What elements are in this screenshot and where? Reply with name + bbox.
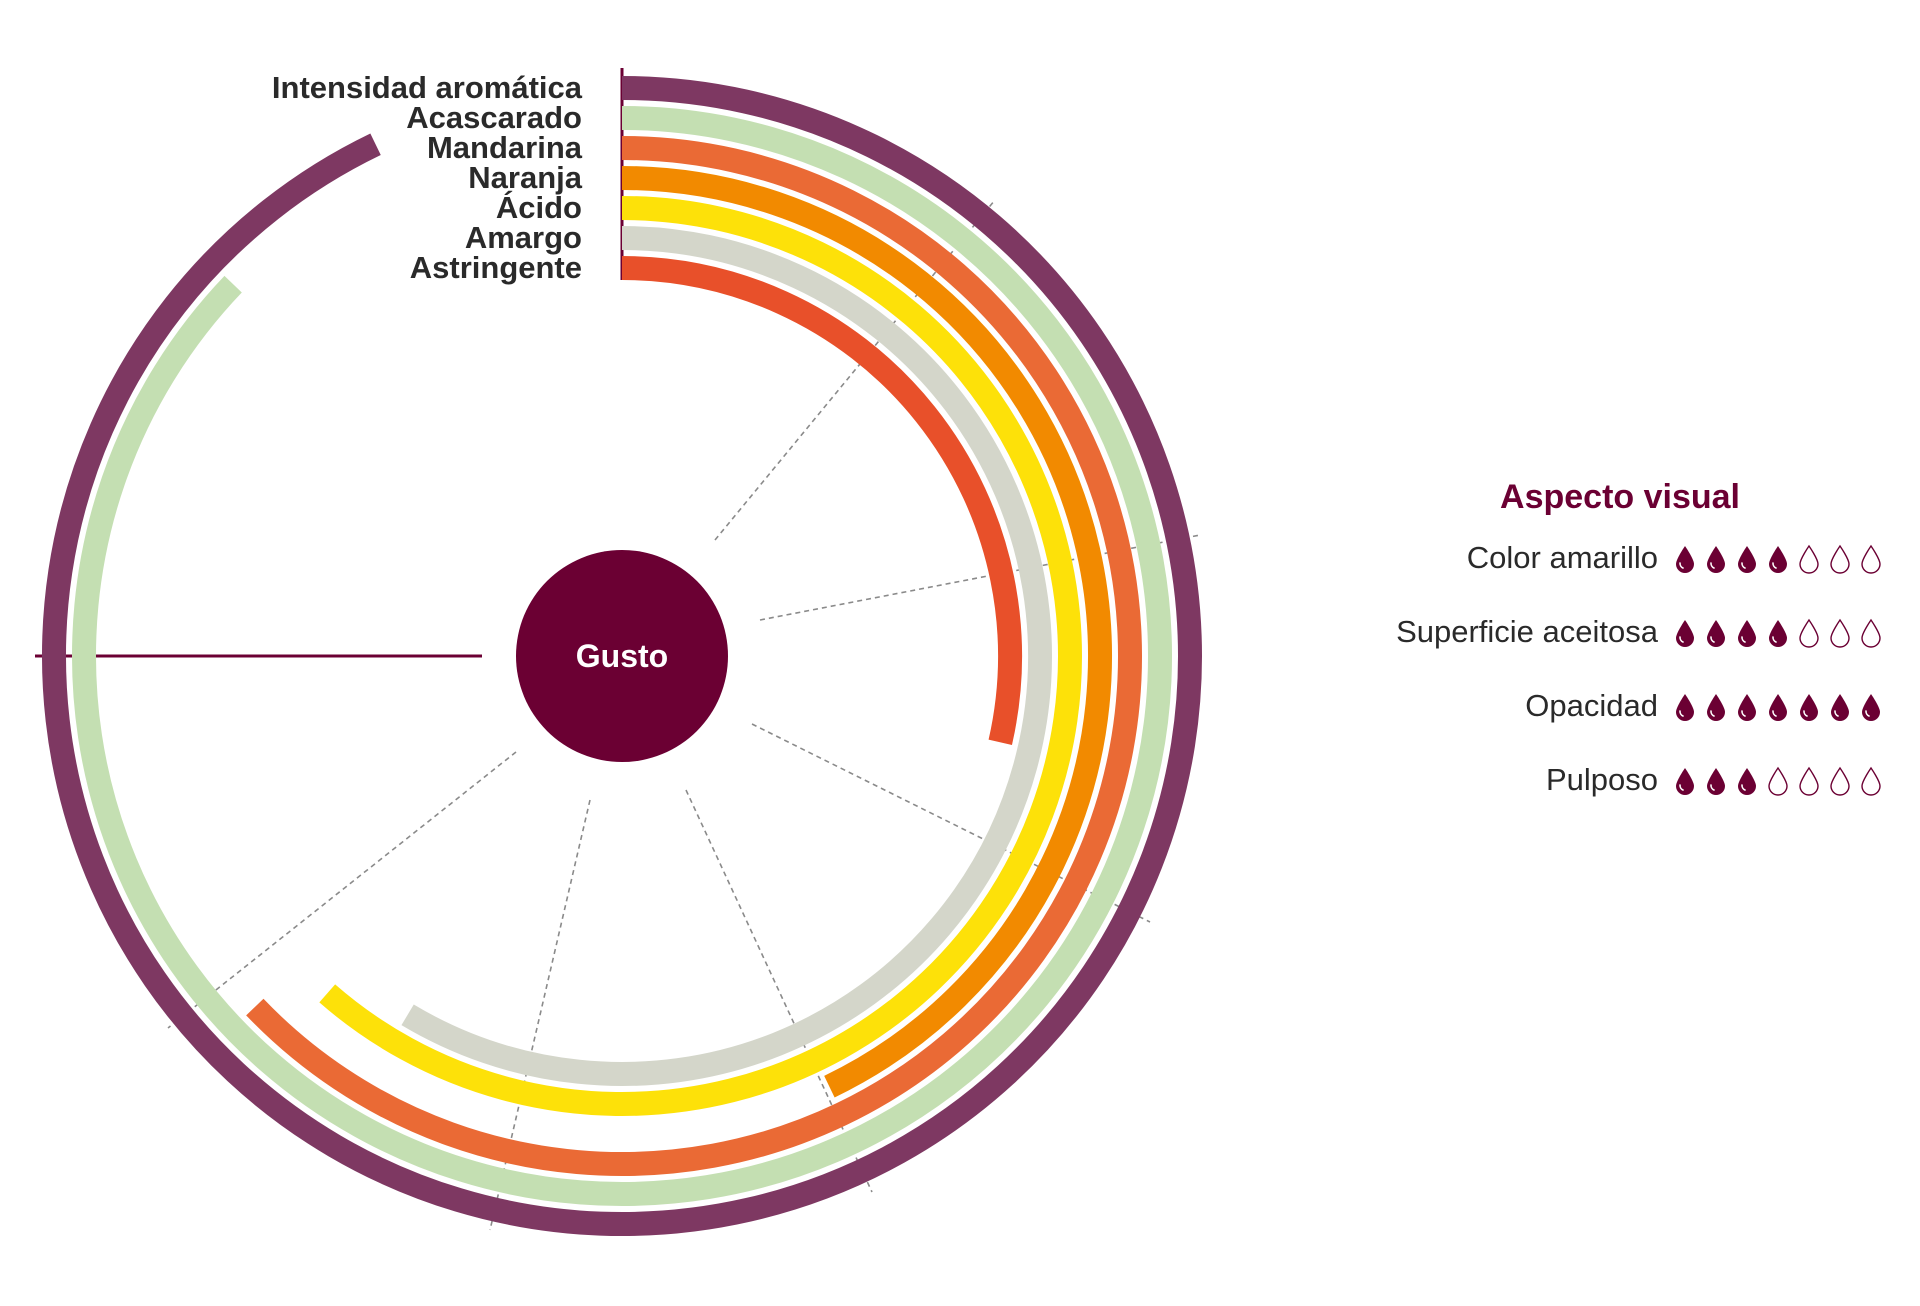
- category-label: Amargo: [464, 220, 582, 255]
- drop-filled-icon: [1676, 546, 1694, 573]
- drop-filled-icon: [1707, 694, 1725, 721]
- center-label: Gusto: [576, 638, 668, 674]
- drop-filled-icon: [1676, 694, 1694, 721]
- aspecto-visual-item: Superficie aceitosa: [1280, 612, 1881, 652]
- dashed-guide-line: [489, 799, 591, 1231]
- drop-empty-icon: [1861, 766, 1881, 796]
- arc-2: [72, 106, 1173, 1206]
- drop-filled-icon: [1769, 694, 1787, 721]
- drop-empty-icon: [1799, 766, 1819, 796]
- category-label: Intensidad aromática: [271, 70, 582, 105]
- drop-empty-icon: [1830, 766, 1850, 796]
- center-circle: [516, 550, 728, 762]
- arc-6: [401, 226, 1052, 1086]
- drop-empty-icon: [1861, 544, 1881, 574]
- category-label: Mandarina: [426, 130, 582, 165]
- category-label: Astringente: [409, 250, 582, 285]
- drop-rating: [1674, 544, 1881, 574]
- drop-empty-icon: [1861, 618, 1881, 648]
- category-label: Naranja: [468, 160, 582, 195]
- aspecto-visual-label: Superficie aceitosa: [1396, 614, 1658, 649]
- drop-filled-icon: [1800, 694, 1818, 721]
- drop-filled-icon: [1707, 546, 1725, 573]
- drop-filled-icon: [1738, 546, 1756, 573]
- dashed-guide-line: [167, 751, 517, 1029]
- drop-empty-icon: [1830, 618, 1850, 648]
- drop-filled-icon: [1676, 620, 1694, 647]
- drop-filled-icon: [1707, 768, 1725, 795]
- aspecto-visual-title: Aspecto visual: [1500, 478, 1740, 516]
- aspecto-visual-item: Pulposo: [1280, 760, 1881, 800]
- category-label: Acascarado: [406, 100, 582, 135]
- aspecto-visual-item: Opacidad: [1280, 686, 1880, 726]
- drop-filled-icon: [1831, 694, 1849, 721]
- arc-7: [621, 256, 1022, 745]
- category-label: Ácido: [495, 190, 582, 225]
- drop-filled-icon: [1862, 694, 1880, 721]
- drop-filled-icon: [1769, 546, 1787, 573]
- dashed-guide-line: [714, 199, 996, 541]
- drop-empty-icon: [1830, 544, 1850, 574]
- drop-filled-icon: [1769, 620, 1787, 647]
- drop-filled-icon: [1738, 620, 1756, 647]
- drop-rating: [1674, 692, 1880, 722]
- drop-filled-icon: [1707, 620, 1725, 647]
- drop-filled-icon: [1738, 694, 1756, 721]
- arc-4: [621, 166, 1112, 1098]
- aspecto-visual-label: Color amarillo: [1466, 540, 1658, 575]
- drop-rating: [1674, 766, 1881, 796]
- drop-empty-icon: [1799, 544, 1819, 574]
- drop-filled-icon: [1676, 768, 1694, 795]
- aspecto-visual-label: Opacidad: [1525, 688, 1658, 723]
- arc-3: [246, 136, 1142, 1176]
- arcs: [42, 76, 1202, 1236]
- aspecto-visual-item: Color amarillo: [1280, 538, 1881, 578]
- arc-5: [319, 196, 1082, 1116]
- aspecto-visual-label: Pulposo: [1545, 762, 1658, 797]
- drop-empty-icon: [1799, 618, 1819, 648]
- drop-filled-icon: [1738, 768, 1756, 795]
- drop-rating: [1674, 618, 1881, 648]
- drop-empty-icon: [1768, 766, 1788, 796]
- arc-1: [42, 76, 1202, 1236]
